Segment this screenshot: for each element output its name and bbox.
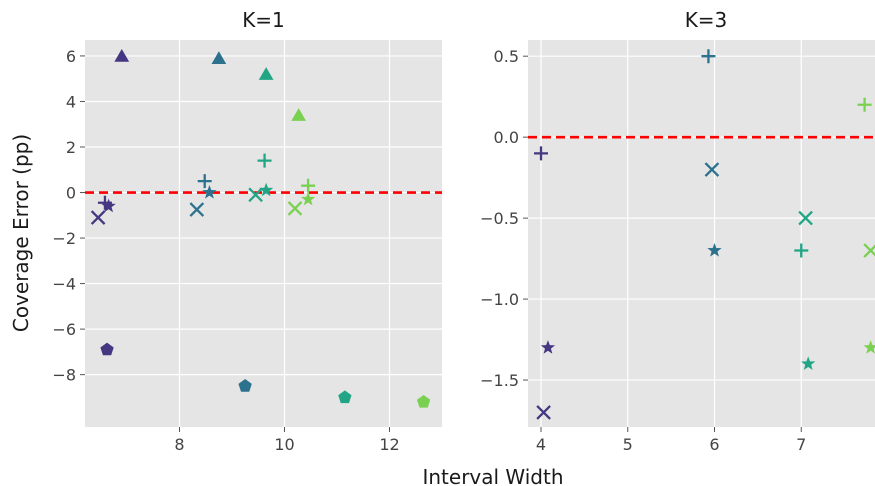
y-tick-label: −2 <box>52 229 76 248</box>
point-plus-marker <box>534 146 549 161</box>
point-triangle-marker <box>291 108 307 121</box>
point-triangle-marker <box>211 51 227 64</box>
panel-k1: 8 10 12 6 4 2 0 −2 −4 −6 −8 K=1 <box>52 8 442 454</box>
ticks-k1: 8 10 12 6 4 2 0 −2 −4 −6 −8 <box>52 47 399 454</box>
y-tick-label: −1.0 <box>480 290 519 309</box>
plot-area-k1 <box>85 40 442 427</box>
x-axis-label: Interval Width <box>422 465 563 486</box>
point-star-marker <box>707 243 722 257</box>
panel-k3: 4 5 6 7 0.5 0.0 −0.5 −1.0 −1.5 K=3 <box>480 8 875 454</box>
point-star-marker <box>101 198 116 213</box>
grid-k3 <box>528 40 875 427</box>
point-pentagon-marker <box>238 379 252 392</box>
point-star-marker <box>202 185 217 199</box>
point-pentagon-marker <box>416 394 431 408</box>
ticks-k3: 4 5 6 7 0.5 0.0 −0.5 −1.0 −1.5 <box>480 47 806 454</box>
x-tick-label: 6 <box>709 435 719 454</box>
point-star-marker <box>540 340 556 354</box>
point-star-marker <box>863 340 875 354</box>
y-tick-label: −4 <box>52 275 76 294</box>
plot-area-k3 <box>528 40 875 427</box>
point-triangle-marker <box>258 67 274 80</box>
x-tick-label: 5 <box>623 435 633 454</box>
y-tick-label: −6 <box>52 320 76 339</box>
y-tick-label: 0.0 <box>494 128 519 147</box>
point-x-marker <box>248 187 263 203</box>
point-star-marker <box>300 191 316 206</box>
y-tick-label: 4 <box>66 92 76 111</box>
y-tick-label: −1.5 <box>480 371 519 390</box>
point-x-marker <box>189 202 205 217</box>
x-tick-label: 8 <box>174 435 184 454</box>
x-tick-label: 12 <box>379 435 399 454</box>
panel-title-k3: K=3 <box>685 8 728 32</box>
y-tick-label: −8 <box>52 366 76 385</box>
point-triangle-marker <box>114 48 130 62</box>
point-plus-marker <box>701 49 716 64</box>
x-tick-label: 7 <box>796 435 806 454</box>
point-x-marker <box>536 405 551 420</box>
point-star-marker <box>801 356 816 370</box>
point-x-marker <box>704 162 720 177</box>
points-k3 <box>528 49 875 420</box>
y-tick-label: −0.5 <box>480 209 519 228</box>
y-tick-label: 2 <box>66 138 76 157</box>
point-x-marker <box>287 201 303 216</box>
point-plus-marker <box>301 178 316 193</box>
y-tick-label: 0 <box>66 184 76 203</box>
point-pentagon-marker <box>338 390 352 404</box>
y-axis-label: Coverage Error (pp) <box>9 134 33 332</box>
y-tick-label: 0.5 <box>494 47 519 66</box>
point-plus-marker <box>197 174 212 189</box>
points-k1 <box>85 48 442 408</box>
point-plus-marker <box>794 243 809 258</box>
point-x-marker <box>90 210 106 225</box>
point-x-marker <box>798 210 813 226</box>
x-tick-label: 4 <box>536 435 546 454</box>
y-tick-label: 6 <box>66 47 76 66</box>
point-star-marker <box>258 182 274 197</box>
point-plus-marker <box>97 195 112 210</box>
point-plus-marker <box>257 153 272 168</box>
panel-title-k1: K=1 <box>242 8 285 32</box>
point-plus-marker <box>857 97 872 112</box>
x-tick-label: 10 <box>274 435 294 454</box>
point-pentagon-marker <box>100 342 114 356</box>
